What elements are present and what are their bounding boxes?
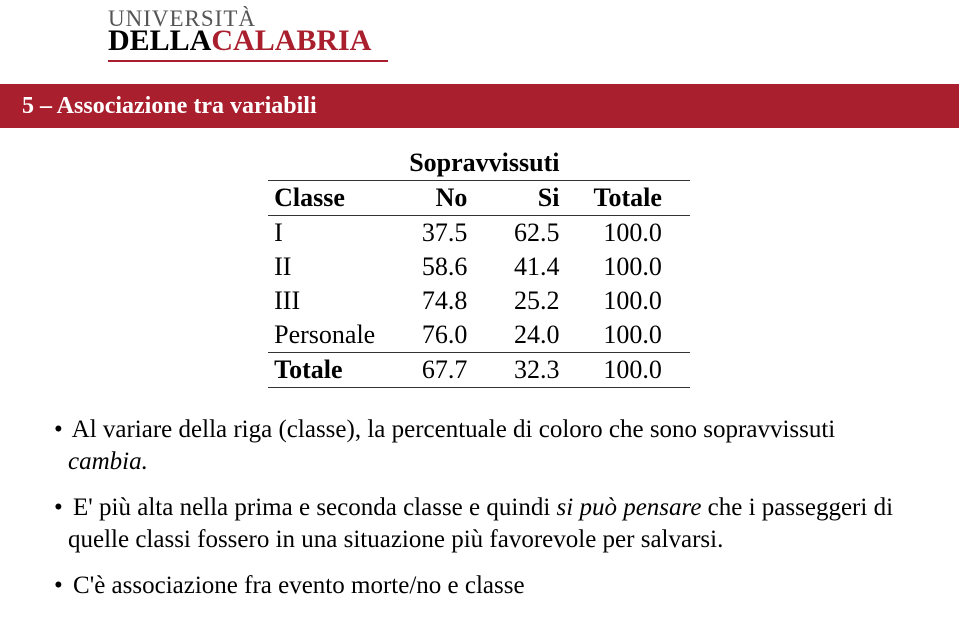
- bullet-1: Al variare della riga (classe), la perce…: [54, 414, 904, 478]
- table-row: Personale 76.0 24.0 100.0: [268, 318, 690, 353]
- logo-underline: [108, 60, 388, 62]
- survivor-table: Sopravvissuti Classe No Si Totale I 37.5…: [268, 146, 690, 388]
- bullet-3: C'è associazione fra evento morte/no e c…: [54, 570, 904, 602]
- bullet-list: Al variare della riga (classe), la perce…: [54, 414, 904, 602]
- table-row: I 37.5 62.5 100.0: [268, 216, 690, 251]
- table-row: II 58.6 41.4 100.0: [268, 250, 690, 284]
- col-classe: Classe: [268, 181, 403, 216]
- logo-bottom-text: DELLACALABRIA: [108, 26, 388, 56]
- table-header-row: Classe No Si Totale: [268, 181, 690, 216]
- section-header-bar: 5 – Associazione tra variabili: [0, 84, 959, 128]
- slide-content: Sopravvissuti Classe No Si Totale I 37.5…: [54, 140, 904, 616]
- table-total-row: Totale 67.7 32.3 100.0: [268, 353, 690, 388]
- table-row: III 74.8 25.2 100.0: [268, 284, 690, 318]
- section-title: 5 – Associazione tra variabili: [0, 93, 317, 120]
- col-totale: Totale: [587, 181, 689, 216]
- super-header: Sopravvissuti: [403, 146, 587, 181]
- university-logo: UNIVERSITÀ DELLACALABRIA: [108, 6, 388, 62]
- table-super-header-row: Sopravvissuti: [268, 146, 690, 181]
- col-si: Si: [495, 181, 587, 216]
- col-no: No: [403, 181, 495, 216]
- bullet-2: E' più alta nella prima e seconda classe…: [54, 492, 904, 556]
